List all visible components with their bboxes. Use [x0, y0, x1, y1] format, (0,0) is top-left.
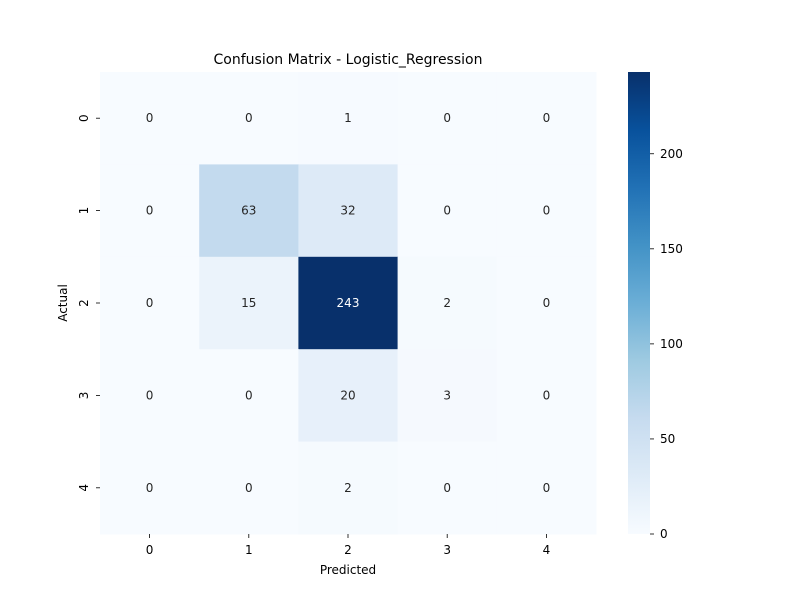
heatmap-cell-r2-c4 [496, 256, 597, 350]
heatmap-cell-r0-c0 [100, 72, 200, 165]
heatmap-cell-r3-c3 [397, 349, 498, 443]
cell-value-r1-c0: 0 [146, 204, 154, 218]
x-tick-label-1: 1 [245, 543, 253, 557]
cell-value-r1-c4: 0 [543, 204, 551, 218]
cell-value-r2-c2: 243 [337, 296, 360, 310]
heatmap-cell-r2-c3 [397, 256, 498, 350]
y-axis-label: Actual [56, 284, 70, 322]
y-axis: 0 1 2 3 4 [77, 114, 100, 492]
cell-value-r4-c4: 0 [543, 481, 551, 495]
y-tick-label-4: 4 [77, 484, 91, 492]
cell-value-r0-c2: 1 [344, 111, 352, 125]
cell-annotations: 0 0 1 0 00 63 32 0 00 15 243 2 00 0 20 3 00 0 2 0 0 [146, 111, 550, 495]
cell-value-r3-c1: 0 [245, 388, 253, 402]
cell-value-r3-c0: 0 [146, 388, 154, 402]
heatmap-cell-r2-c2 [298, 256, 399, 350]
cell-value-r2-c4: 0 [543, 296, 551, 310]
heatmap-cell-r0-c4 [496, 72, 597, 165]
x-tick-label-0: 0 [146, 543, 154, 557]
heatmap-cells [100, 72, 597, 535]
x-tick-label-2: 2 [344, 543, 352, 557]
y-tick-label-2: 2 [77, 299, 91, 307]
cell-value-r4-c2: 2 [344, 481, 352, 495]
cell-value-r4-c0: 0 [146, 481, 154, 495]
cell-value-r3-c4: 0 [543, 388, 551, 402]
heatmap-cell-r1-c4 [496, 164, 597, 258]
heatmap-cell-r2-c1 [199, 256, 299, 350]
heatmap-cell-r0-c2 [298, 72, 399, 165]
colorbar-tick-label-4: 200 [660, 147, 683, 161]
heatmap-cell-r3-c1 [199, 349, 299, 443]
heatmap-cell-r3-c0 [100, 349, 200, 443]
colorbar-tick-label-2: 100 [660, 337, 683, 351]
chart-title: Confusion Matrix - Logistic_Regression [214, 52, 483, 68]
y-tick-label-3: 3 [77, 392, 91, 400]
heatmap-cell-r4-c0 [100, 441, 200, 535]
cell-value-r0-c3: 0 [443, 111, 451, 125]
colorbar-scale [628, 72, 650, 534]
colorbar-tick-label-0: 0 [660, 527, 668, 541]
heatmap-cell-r4-c1 [199, 441, 299, 535]
cell-value-r4-c1: 0 [245, 481, 253, 495]
heatmap-cell-r1-c1 [199, 164, 299, 258]
heatmap-cell-r2-c0 [100, 256, 200, 350]
colorbar-tick-label-1: 50 [660, 432, 675, 446]
cell-value-r3-c2: 20 [340, 388, 355, 402]
heatmap-cell-r0-c1 [199, 72, 299, 165]
x-tick-label-3: 3 [443, 543, 451, 557]
heatmap-cell-r3-c4 [496, 349, 597, 443]
cell-value-r0-c1: 0 [245, 111, 253, 125]
cell-value-r4-c3: 0 [443, 481, 451, 495]
heatmap-cell-r1-c0 [100, 164, 200, 258]
heatmap-cell-r3-c2 [298, 349, 399, 443]
heatmap-cell-r0-c3 [397, 72, 498, 165]
x-axis: 0 1 2 3 4 [146, 534, 550, 557]
cell-value-r3-c3: 3 [443, 388, 451, 402]
heatmap-cell-r4-c2 [298, 441, 399, 535]
cell-value-r1-c1: 63 [241, 204, 256, 218]
cell-value-r2-c3: 2 [443, 296, 451, 310]
cell-value-r2-c1: 15 [241, 296, 256, 310]
cell-value-r1-c2: 32 [340, 204, 355, 218]
y-tick-label-1: 1 [77, 207, 91, 215]
heatmap-cell-r4-c4 [496, 441, 597, 535]
cell-value-r0-c0: 0 [146, 111, 154, 125]
colorbar-tick-label-3: 150 [660, 242, 683, 256]
heatmap-cell-r1-c3 [397, 164, 498, 258]
x-tick-label-4: 4 [543, 543, 551, 557]
heatmap-cell-r1-c2 [298, 164, 399, 258]
cell-value-r2-c0: 0 [146, 296, 154, 310]
cell-value-r0-c4: 0 [543, 111, 551, 125]
cell-value-r1-c3: 0 [443, 204, 451, 218]
heatmap-cell-r4-c3 [397, 441, 498, 535]
y-tick-label-0: 0 [77, 114, 91, 122]
x-axis-label: Predicted [320, 563, 376, 577]
colorbar: 0 50 100 150 200 [628, 72, 683, 541]
